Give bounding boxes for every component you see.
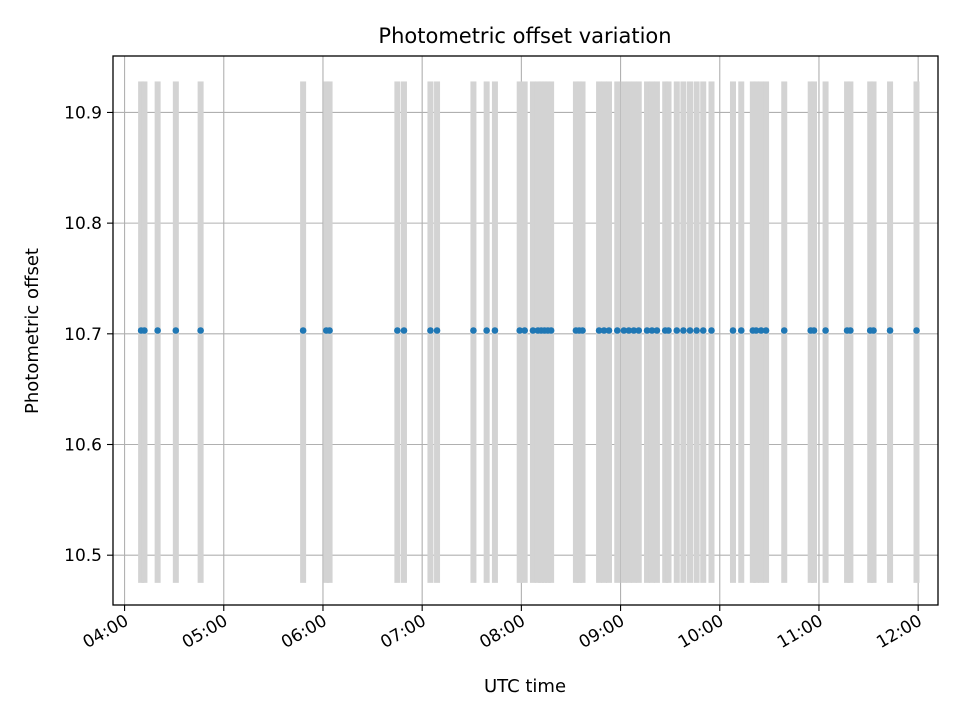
x-axis-title: UTC time: [484, 676, 566, 697]
data-point: [433, 327, 441, 334]
data-point: [400, 327, 408, 334]
data-point: [491, 327, 499, 334]
data-point: [326, 327, 333, 334]
data-point: [870, 327, 877, 334]
y-tick-label: 10.8: [64, 214, 102, 234]
data-point: [625, 327, 633, 334]
y-tick-label: 10.9: [64, 103, 102, 123]
data-point: [680, 327, 687, 334]
data-point: [699, 327, 707, 334]
data-point: [579, 327, 586, 334]
data-point: [673, 327, 681, 334]
data-point: [693, 327, 700, 334]
data-point: [197, 327, 204, 334]
data-point: [595, 327, 603, 334]
data-point: [913, 327, 920, 334]
y-tick-label: 10.7: [64, 325, 102, 345]
data-point: [613, 327, 621, 334]
data-point: [729, 327, 737, 334]
data-point: [605, 327, 613, 334]
data-point: [757, 327, 765, 334]
data-point: [665, 327, 672, 334]
data-point: [752, 327, 760, 334]
data-point: [886, 327, 894, 334]
data-point: [620, 327, 628, 334]
plot-frame: [112, 55, 939, 606]
data-point: [686, 327, 694, 334]
data-point: [154, 327, 161, 334]
data-point: [648, 327, 656, 334]
data-point: [547, 327, 555, 334]
data-point: [529, 327, 537, 334]
data-point: [653, 327, 661, 334]
data-point: [780, 327, 788, 334]
data-point: [172, 327, 180, 334]
data-point: [822, 327, 829, 334]
data-point: [299, 327, 307, 334]
y-axis-title: Photometric offset: [22, 248, 43, 414]
data-point: [630, 327, 638, 334]
data-point: [521, 327, 528, 334]
y-tick-label: 10.6: [64, 436, 102, 456]
data-point: [470, 327, 477, 334]
data-points: [137, 327, 920, 334]
data-point: [762, 327, 770, 334]
data-point: [516, 327, 524, 334]
data-point: [737, 327, 745, 334]
data-point: [847, 327, 854, 334]
y-tick-label: 10.5: [64, 546, 102, 566]
data-point: [394, 327, 401, 334]
data-point: [708, 327, 715, 334]
data-point: [427, 327, 434, 334]
data-point: [141, 327, 148, 334]
data-point: [635, 327, 643, 334]
chart-title: Photometric offset variation: [378, 24, 671, 48]
data-point: [810, 327, 818, 334]
data-point: [483, 327, 490, 334]
data-point: [643, 327, 651, 334]
data-point: [600, 327, 608, 334]
y-axis-ticks: 10.5 10.6 10.7 10.8 10.9: [64, 103, 113, 566]
